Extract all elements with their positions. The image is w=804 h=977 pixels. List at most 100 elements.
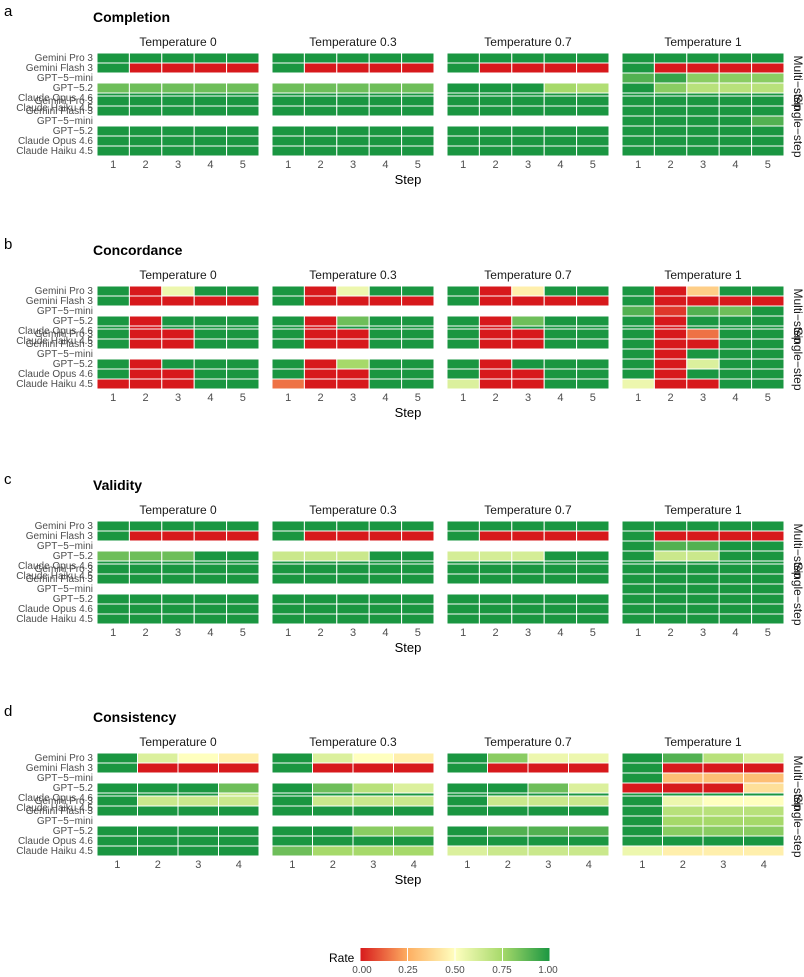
temperature-strip-label: Temperature 0.7 — [484, 268, 572, 282]
x-tick-label: 1 — [635, 627, 641, 639]
heatmap-cell — [401, 520, 435, 532]
heatmap-cell — [218, 805, 260, 817]
x-tick-label: 1 — [289, 859, 295, 871]
heatmap-cell — [303, 95, 338, 107]
heatmap-cell — [568, 805, 610, 817]
heatmap-cell — [303, 125, 338, 137]
heatmap-cell — [336, 328, 370, 340]
heatmap-cell — [743, 762, 785, 774]
heatmap-cell — [312, 835, 354, 847]
heatmap-cell — [718, 550, 753, 562]
heatmap-cell — [751, 338, 785, 350]
heatmap-cell — [96, 82, 130, 94]
heatmap-cell — [576, 52, 610, 64]
heatmap-cell — [446, 530, 480, 542]
heatmap-cell — [226, 530, 260, 542]
heatmap-cell — [511, 530, 545, 542]
x-tick-label: 1 — [460, 159, 466, 171]
heatmap-cell — [446, 295, 480, 307]
heatmap-cell — [511, 368, 545, 380]
heatmap-cell — [686, 315, 720, 327]
row-group-label: Single−step — [791, 94, 804, 157]
model-label: GPT−5−mini — [37, 773, 93, 784]
heatmap-cell — [621, 530, 655, 542]
heatmap-cell — [193, 105, 228, 117]
heatmap-cell — [718, 52, 753, 64]
heatmap-cell — [511, 135, 545, 147]
row-group-label: Single−step — [791, 794, 804, 857]
heatmap-cell — [128, 573, 163, 585]
model-label: Gemini Pro 3 — [35, 564, 94, 575]
heatmap-cell — [686, 368, 720, 380]
heatmap-cell — [511, 315, 545, 327]
heatmap-cell — [177, 845, 219, 857]
heatmap-cell — [96, 603, 130, 615]
heatmap-cell — [543, 550, 578, 562]
heatmap-cell — [576, 573, 610, 585]
model-label: GPT−5.2 — [53, 359, 94, 370]
x-tick-label: 1 — [464, 859, 470, 871]
heatmap-cell — [368, 550, 403, 562]
heatmap-cell — [96, 358, 130, 370]
heatmap-cell — [401, 62, 435, 74]
heatmap-cell — [718, 315, 753, 327]
heatmap-cell — [653, 358, 688, 370]
heatmap-cell — [686, 62, 720, 74]
heatmap-cell — [368, 105, 403, 117]
heatmap-cell — [743, 825, 785, 837]
heatmap-cell — [193, 95, 228, 107]
x-tick-label: 4 — [207, 159, 213, 171]
heatmap-cell — [303, 593, 338, 605]
x-tick-label: 2 — [330, 859, 336, 871]
heatmap-cell — [352, 752, 394, 764]
heatmap-cell — [336, 573, 370, 585]
heatmap-cell — [621, 378, 655, 390]
heatmap-cell — [662, 772, 704, 784]
heatmap-cell — [511, 573, 545, 585]
heatmap-cell — [161, 285, 195, 297]
heatmap-cell — [303, 358, 338, 370]
x-tick-label: 4 — [732, 627, 738, 639]
model-label: Claude Opus 4.6 — [18, 136, 93, 147]
heatmap-cell — [446, 338, 480, 350]
row-group-label: Multi−step — [791, 523, 804, 578]
heatmap-cell — [393, 752, 435, 764]
heatmap-cell — [303, 145, 338, 157]
rate-legend: Rate 0.00 0.25 0.50 0.75 1.00 — [329, 948, 558, 976]
heatmap-cell — [621, 583, 655, 595]
heatmap-cell — [576, 378, 610, 390]
heatmap-cell — [653, 52, 688, 64]
heatmap-cell — [621, 368, 655, 380]
heatmap-cell — [128, 328, 163, 340]
heatmap-cell — [312, 752, 354, 764]
heatmap-cell — [303, 285, 338, 297]
heatmap-cell — [96, 295, 130, 307]
heatmap-cell — [653, 305, 688, 317]
heatmap-cell — [621, 52, 655, 64]
heatmap-cell — [543, 520, 578, 532]
model-label: Gemini Flash 3 — [26, 339, 94, 350]
heatmap-cell — [751, 378, 785, 390]
heatmap-cell — [751, 573, 785, 585]
heatmap-cell — [352, 825, 394, 837]
heatmap-cell — [653, 613, 688, 625]
heatmap-cell — [336, 358, 370, 370]
heatmap-cell — [478, 593, 513, 605]
model-label: Claude Opus 4.6 — [18, 604, 93, 615]
heatmap-cell — [161, 295, 195, 307]
row-group-label: Multi−step — [791, 55, 804, 110]
heatmap-cell — [161, 135, 195, 147]
heatmap-cell — [218, 762, 260, 774]
x-tick-label: 4 — [382, 159, 388, 171]
x-tick-label: 5 — [240, 159, 246, 171]
heatmap-cell — [568, 782, 610, 794]
model-label: GPT−5.2 — [53, 316, 94, 327]
heatmap-cell — [446, 550, 480, 562]
heatmap-cell — [511, 358, 545, 370]
row-group-label: Single−step — [791, 327, 804, 390]
heatmap-cell — [576, 603, 610, 615]
heatmap-cell — [653, 328, 688, 340]
model-label: Claude Haiku 4.5 — [16, 846, 93, 857]
heatmap-cell — [702, 825, 744, 837]
